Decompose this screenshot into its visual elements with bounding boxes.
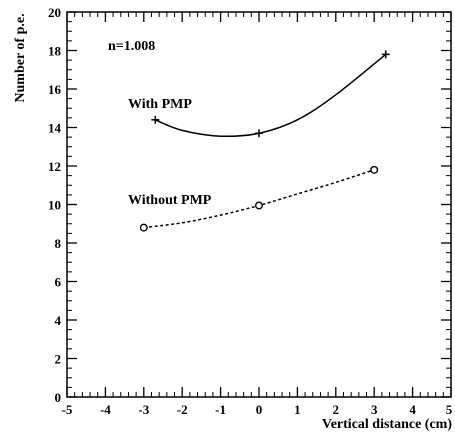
x-tick-label: 2	[333, 402, 340, 417]
y-axis-label: Number of p.e.	[13, 13, 28, 102]
series-label-without-pmp: Without PMP	[128, 193, 212, 208]
y-tick-label: 16	[48, 82, 62, 97]
x-tick-label: 3	[371, 402, 378, 417]
y-tick-label: 14	[48, 121, 62, 136]
series-label-with-pmp: With PMP	[128, 97, 192, 112]
data-point-without-pmp	[254, 201, 263, 210]
series-points	[139, 50, 390, 232]
x-tick-label: -4	[100, 402, 111, 417]
data-point-with-pmp	[381, 50, 390, 59]
y-tick-label: 2	[55, 352, 62, 367]
y-tick-label: 4	[55, 313, 62, 328]
x-axis-ticks: -5 -4 -3 -2 -1 0 1 2 3 4 5	[62, 12, 453, 417]
y-tick-label: 8	[55, 236, 62, 251]
x-tick-label: 0	[256, 402, 263, 417]
y-tick-label: 18	[48, 44, 62, 59]
x-tick-label: -3	[138, 402, 149, 417]
x-tick-label: -5	[62, 402, 73, 417]
y-tick-label: 6	[55, 275, 62, 290]
y-tick-label: 10	[48, 198, 61, 213]
x-tick-label: 1	[294, 402, 301, 417]
series-line-with-pmp	[155, 53, 387, 138]
x-tick-label: -2	[177, 402, 188, 417]
data-point-with-pmp	[151, 115, 160, 124]
data-point-without-pmp	[370, 165, 379, 174]
y-tick-label: 20	[48, 5, 61, 20]
x-tick-label: -1	[215, 402, 226, 417]
annotation-n: n=1.008	[108, 39, 155, 54]
x-axis-label: Vertical distance (cm)	[322, 417, 452, 432]
data-point-with-pmp	[255, 129, 263, 138]
data-point-without-pmp	[139, 223, 148, 232]
y-tick-label: 12	[48, 159, 61, 174]
x-tick-label: 5	[446, 402, 453, 417]
y-tick-label: 0	[55, 390, 62, 405]
x-tick-label: 4	[409, 402, 416, 417]
y-axis-ticks: 0 2 4 6 8 10 12 14 16 18 20	[48, 5, 451, 405]
